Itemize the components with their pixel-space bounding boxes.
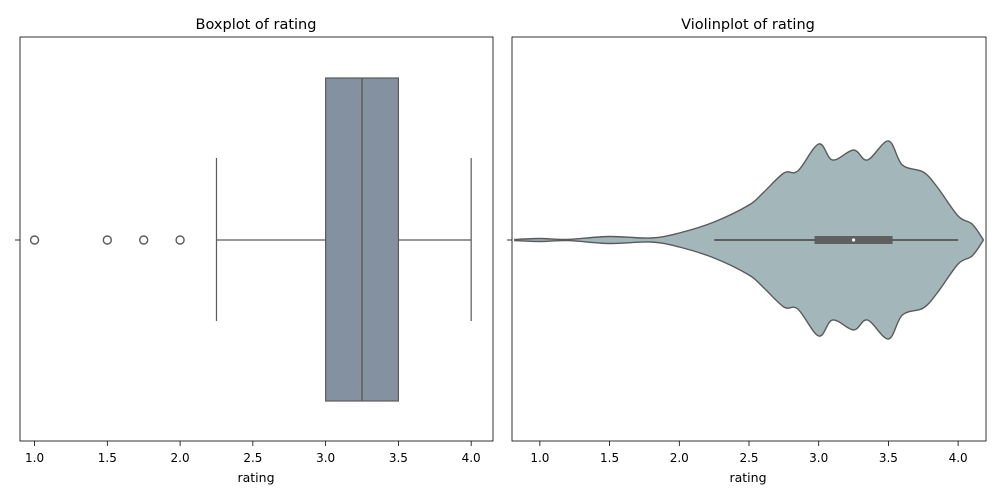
violinplot-marks	[514, 140, 984, 340]
outlier-point	[102, 235, 113, 245]
boxplot-x-tick-label: 3.5	[389, 451, 408, 465]
boxplot-marks	[29, 77, 472, 402]
violinplot-title: Violinplot of rating	[681, 17, 815, 33]
violinplot-x-tick-label: 3.5	[879, 451, 898, 465]
violinplot-x-tick-label: 2.0	[670, 451, 689, 465]
violin-median-marker	[851, 238, 856, 242]
violinplot-x-tick-label: 1.0	[530, 451, 549, 465]
boxplot-x-tick-label: 4.0	[462, 451, 481, 465]
boxplot-x-tick-label: 2.0	[171, 451, 190, 465]
outlier-point	[139, 235, 149, 245]
outlier-point	[29, 235, 40, 245]
violinplot-panel: Violinplot of rating 1.0 1.5 2.0 2.5 3.0 3.5 4…	[507, 17, 987, 485]
boxplot-x-tick-label: 3.0	[316, 451, 335, 465]
outlier-point	[175, 235, 185, 245]
boxplot-x-tick-label: 1.5	[98, 451, 117, 465]
violinplot-x-tick-label: 1.5	[600, 451, 619, 465]
boxplot-axes-frame	[19, 36, 494, 442]
violinplot-x-label: rating	[729, 470, 766, 485]
violinplot-x-axis: 1.0 1.5 2.0 2.5 3.0 3.5 4.0	[530, 441, 968, 465]
violinplot-x-tick-label: 3.0	[809, 451, 828, 465]
violinplot-x-tick-label: 4.0	[949, 451, 968, 465]
violinplot-x-tick-label: 2.5	[739, 451, 758, 465]
boxplot-x-label: rating	[237, 470, 274, 485]
boxplot-x-tick-label: 2.5	[243, 451, 262, 465]
boxplot-title: Boxplot of rating	[196, 17, 317, 33]
boxplot-panel: Boxplot of rating 1.0 1.5 2.0 2.5 3.0 3.5 4.0 …	[15, 17, 494, 485]
boxplot-x-tick-label: 1.0	[25, 451, 44, 465]
boxplot-x-axis: 1.0 1.5 2.0 2.5 3.0 3.5 4.0	[25, 441, 481, 465]
